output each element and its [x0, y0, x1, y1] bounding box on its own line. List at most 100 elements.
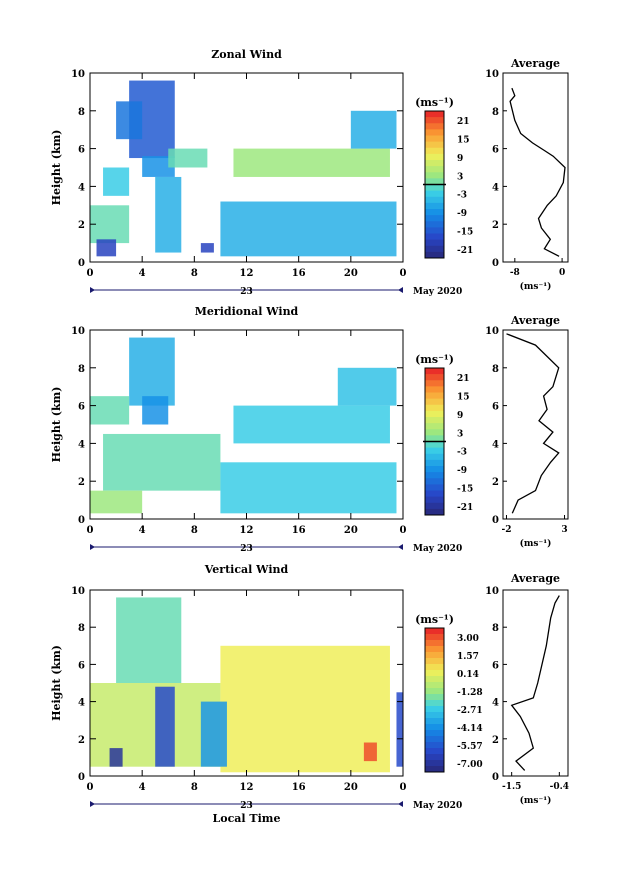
colorbar-segment [425, 682, 444, 689]
heatmap-cell [200, 243, 214, 253]
profile-frame [502, 329, 569, 520]
y-tick-label: 4 [78, 182, 85, 193]
x-tick-label: 0 [87, 268, 94, 279]
profile-title: Average [510, 57, 560, 70]
y-tick-label: 8 [78, 364, 85, 375]
profile-y-tick-label: 0 [492, 515, 499, 526]
profile-title: Average [510, 572, 560, 585]
colorbar-segment [425, 508, 444, 516]
heatmap-cell [337, 367, 397, 406]
colorbar-tick-label: -21 [457, 503, 473, 513]
colorbar-segment [425, 239, 444, 247]
colorbar-segment [425, 368, 444, 375]
profile-y-tick-label: 8 [492, 364, 499, 375]
colorbar-segment [425, 429, 444, 436]
heatmap-cell [90, 205, 130, 244]
date-arrow-right [398, 544, 403, 550]
colorbar-segment [425, 712, 444, 719]
colorbar-segment [425, 748, 444, 755]
x-tick-label: 12 [240, 525, 254, 536]
date-arrow-left [90, 287, 95, 293]
colorbar-segment [425, 676, 444, 683]
colorbar-segment [425, 466, 444, 473]
profile-line [506, 333, 560, 514]
colorbar-segment [425, 658, 444, 665]
x-tick-label: 4 [139, 268, 146, 279]
colorbar-segment [425, 153, 444, 161]
colorbar-segment [425, 202, 444, 210]
colorbar-segment [425, 706, 444, 713]
colorbar-segment [425, 754, 444, 761]
colorbar-tick-label: -15 [457, 227, 473, 237]
colorbar-segment [425, 688, 444, 695]
colorbar-segment [425, 718, 444, 725]
x-tick-label: 12 [240, 782, 254, 793]
colorbar-segment [425, 147, 444, 155]
colorbar-tick-label: -5.57 [457, 742, 483, 752]
colorbar-segment [425, 392, 444, 400]
heatmap-cell [220, 201, 397, 257]
colorbar-tick-label: 3 [457, 429, 463, 439]
profile-x-tick-label: -8 [510, 268, 520, 278]
profile-line [510, 595, 560, 771]
y-tick-label: 4 [78, 698, 85, 709]
colorbar-segment [425, 730, 444, 737]
colorbar-segment [425, 398, 444, 406]
colorbar-tick-label: -15 [457, 484, 473, 494]
heatmap-cell [200, 701, 227, 767]
colorbar-segment [425, 484, 444, 491]
y-tick-label: 2 [78, 477, 85, 488]
colorbar-segment [425, 190, 444, 198]
colorbar-unit: (ms⁻¹) [415, 353, 454, 366]
heatmap-cell [233, 148, 390, 177]
colorbar-tick-label: -9 [457, 209, 467, 219]
profile-x-tick-label: -0.4 [550, 782, 569, 792]
colorbar-segment [425, 694, 444, 701]
y-tick-label: 10 [71, 326, 85, 337]
x-tick-label: 20 [344, 782, 358, 793]
heatmap-cell [129, 337, 175, 406]
y-tick-label: 10 [71, 586, 85, 597]
profile-title: Average [510, 314, 560, 327]
colorbar-segment [425, 646, 444, 653]
colorbar-segment [425, 117, 444, 124]
colorbar-tick-label: -3 [457, 191, 467, 201]
x-tick-label: 8 [191, 268, 198, 279]
colorbar-segment [425, 700, 444, 707]
colorbar-segment [425, 441, 444, 449]
profile-y-tick-label: 8 [492, 107, 499, 118]
month-label: May 2020 [413, 544, 462, 554]
profile-frame [502, 589, 569, 777]
colorbar-segment [425, 209, 444, 216]
colorbar-segment [425, 221, 444, 228]
colorbar-segment [425, 760, 444, 767]
profile-line [509, 87, 566, 257]
y-tick-label: 0 [78, 258, 85, 269]
y-tick-label: 6 [78, 402, 85, 413]
profile-y-tick-label: 6 [492, 660, 499, 671]
colorbar-segment [425, 628, 444, 635]
x-tick-label: 0 [400, 782, 407, 793]
profile-y-tick-label: 4 [492, 182, 499, 193]
profile-y-tick-label: 0 [492, 772, 499, 783]
date-arrow-left [90, 544, 95, 550]
colorbar-segment [425, 184, 444, 192]
colorbar-segment [425, 478, 444, 485]
colorbar-tick-label: 0.14 [457, 670, 479, 680]
x-tick-label: 4 [139, 782, 146, 793]
heatmap-cell [90, 490, 143, 514]
heatmap-cell [155, 686, 175, 767]
heatmap-cell [109, 748, 123, 767]
colorbar-tick-label: -7.00 [457, 760, 483, 770]
profile-y-tick-label: 10 [485, 326, 499, 337]
x-tick-label: 0 [87, 782, 94, 793]
colorbar-tick-label: 15 [457, 136, 470, 146]
heatmap-cell [155, 176, 182, 253]
colorbar-segment [425, 736, 444, 743]
profile-y-tick-label: 6 [492, 145, 499, 156]
x-tick-label: 20 [344, 268, 358, 279]
colorbar-segment [425, 233, 444, 241]
colorbar-segment [425, 447, 444, 455]
heatmap-cell [220, 462, 397, 514]
